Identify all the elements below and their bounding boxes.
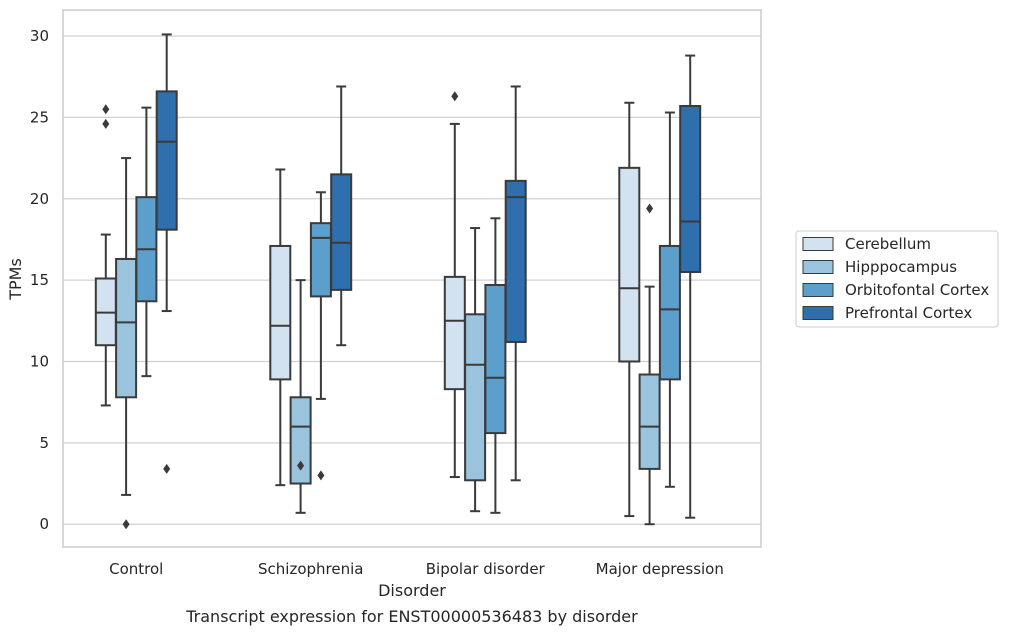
box-prefrontal-cortex: [679, 54, 702, 519]
outlier-point: [163, 463, 171, 474]
box-hipppocampus: [115, 157, 138, 530]
box-cerebellum: [269, 168, 292, 487]
grid-lines: [63, 35, 761, 525]
box-cerebellum: [94, 104, 117, 407]
outlier-point: [102, 118, 110, 129]
box-body: [638, 373, 661, 470]
box-prefrontal-cortex: [155, 33, 178, 474]
box-body: [289, 396, 312, 485]
outlier-point: [122, 519, 130, 530]
x-tick-label: Control: [109, 560, 163, 578]
box-body: [330, 173, 353, 291]
legend-swatch: [802, 283, 834, 297]
y-tick-label: 20: [30, 190, 49, 208]
legend-frame: [795, 230, 999, 328]
x-tick-label: Schizophrenia: [258, 560, 363, 578]
box-prefrontal-cortex: [504, 85, 527, 482]
box-hipppocampus: [638, 203, 661, 526]
legend-label: Prefrontal Cortex: [845, 304, 972, 322]
box-body: [679, 105, 702, 273]
legend-label: Orbitofontal Cortex: [845, 281, 989, 299]
outlier-point: [297, 460, 305, 471]
box-cerebellum: [443, 91, 466, 479]
plot-area-frame: [62, 9, 762, 548]
y-tick-label: 15: [30, 271, 49, 289]
y-axis-title: TPMs: [6, 258, 25, 301]
box-body: [464, 313, 487, 482]
legend-swatch: [802, 237, 834, 251]
x-axis-ticks: Control Schizophrenia Bipolar disorder Majo…: [109, 560, 724, 578]
box-orbitofontal-cortex: [135, 106, 158, 378]
box-cerebellum: [618, 101, 641, 518]
box-orbitofontal-cortex: [484, 217, 507, 514]
legend-label: Cerebellum: [845, 235, 931, 253]
y-tick-label: 30: [30, 27, 49, 45]
box-body: [309, 222, 332, 298]
legend-swatch: [802, 306, 834, 320]
box-body: [155, 90, 178, 231]
y-tick-label: 25: [30, 108, 49, 126]
box-body: [115, 257, 138, 399]
box-body: [658, 244, 681, 381]
chart-caption: Transcript expression for ENST0000053648…: [185, 607, 638, 626]
legend-label: Hipppocampus: [845, 258, 957, 276]
legend: Cerebellum Hipppocampus Orbitofontal Corte…: [795, 230, 999, 328]
outlier-point: [102, 104, 110, 115]
box-body: [269, 244, 292, 381]
box-body: [484, 284, 507, 435]
box-hipppocampus: [464, 227, 487, 513]
box-body: [504, 179, 527, 343]
outlier-point: [646, 203, 654, 214]
box-series: [94, 33, 702, 530]
x-axis-title: Disorder: [378, 581, 446, 600]
y-tick-label: 5: [39, 434, 49, 452]
outlier-point: [317, 470, 325, 481]
box-body: [618, 166, 641, 363]
x-tick-label: Major depression: [596, 560, 724, 578]
box-prefrontal-cortex: [330, 85, 353, 347]
y-tick-label: 10: [30, 352, 49, 370]
box-orbitofontal-cortex: [309, 191, 332, 481]
x-tick-label: Bipolar disorder: [426, 560, 546, 578]
box-hipppocampus: [289, 279, 312, 514]
legend-swatch: [802, 260, 834, 274]
y-tick-label: 0: [39, 515, 49, 533]
outlier-point: [451, 91, 459, 102]
box-orbitofontal-cortex: [658, 111, 681, 488]
box-body: [443, 275, 466, 391]
y-axis-ticks: 0 5 10 15 20 25 30: [30, 27, 49, 533]
